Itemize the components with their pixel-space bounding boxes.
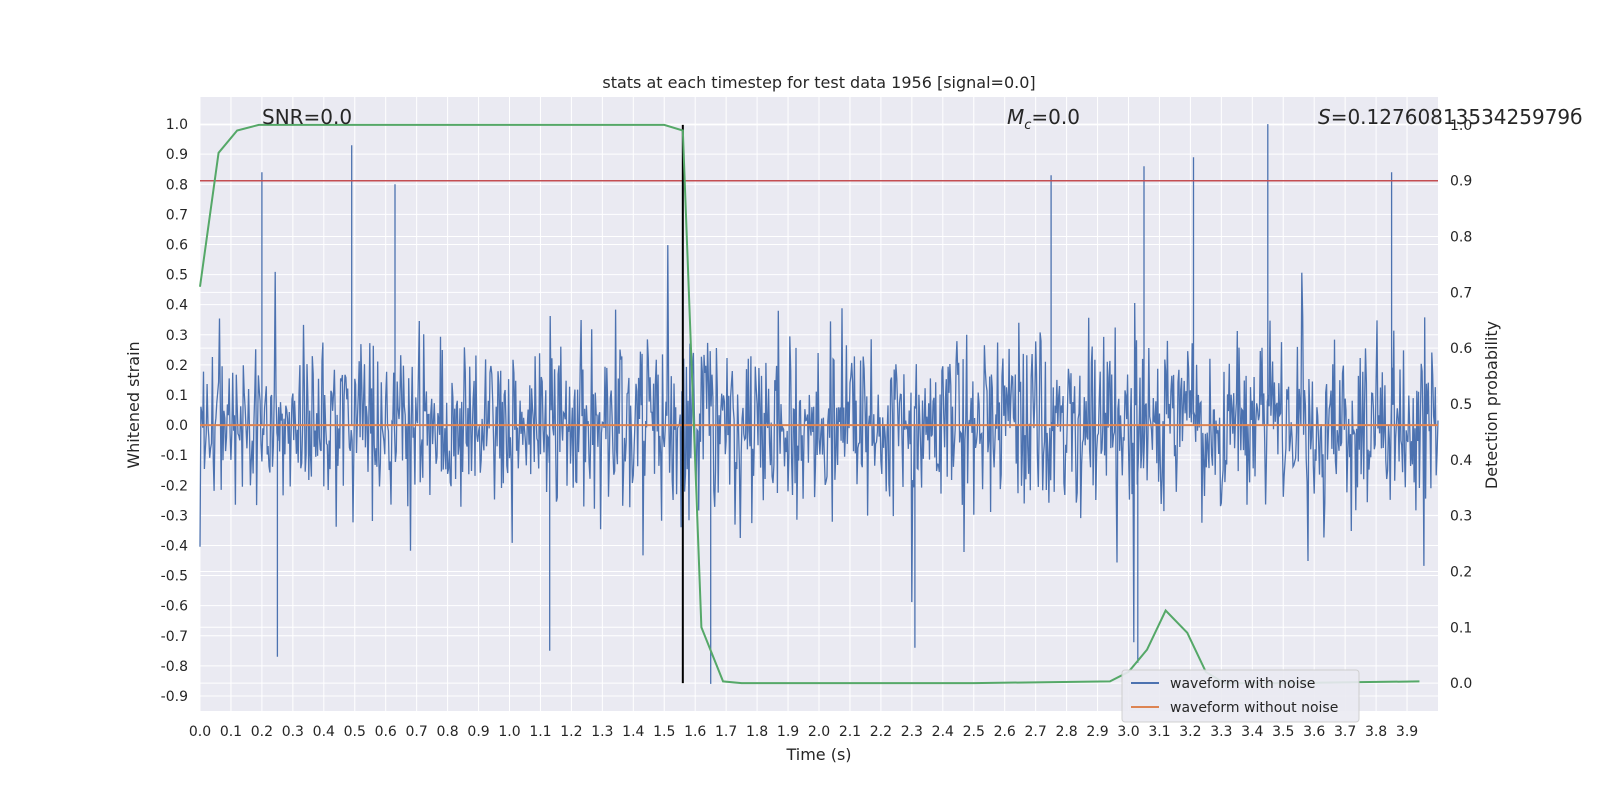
y-tick-label: 0.6 (166, 237, 188, 253)
y-tick-label: 0.3 (166, 328, 188, 344)
y2-tick-label: 0.9 (1450, 174, 1472, 190)
y-tick-label: 0.8 (166, 177, 188, 193)
snr-annotation: SNR=0.0 (262, 105, 352, 129)
x-tick-label: 0.1 (220, 724, 242, 740)
legend: waveform with noise waveform without noi… (1121, 669, 1360, 723)
y2-tick-label: 0.1 (1450, 620, 1472, 636)
y-axis-label: Whitened strain (124, 341, 143, 468)
x-tick-label: 3.3 (1210, 724, 1232, 740)
x-tick-label: 2.5 (963, 724, 985, 740)
y2-tick-label: 1.0 (1450, 118, 1472, 134)
y2-ticks: 1.0 0.9 0.8 0.7 0.6 0.5 0.4 0.3 0.2 0.1 0.0 (1450, 118, 1472, 692)
x-tick-label: 2.4 (932, 724, 954, 740)
x-tick-label: 3.8 (1365, 724, 1387, 740)
s-annotation: S=0.1276081353425979б (1318, 105, 1582, 129)
mc-subscript: c (1024, 118, 1031, 133)
x-tick-label: 0.2 (251, 724, 273, 740)
x-tick-label: 1.5 (653, 724, 675, 740)
s-symbol: S (1318, 105, 1331, 129)
y-tick-label: 0.4 (166, 298, 188, 314)
y-tick-label: -0.6 (161, 599, 188, 615)
y2-tick-label: 0.3 (1450, 509, 1472, 525)
x-tick-label: 1.7 (715, 724, 737, 740)
y-tick-label: 0.1 (166, 388, 188, 404)
y2-tick-label: 0.6 (1450, 341, 1472, 357)
x-tick-label: 1.1 (529, 724, 551, 740)
x-tick-label: 3.0 (1117, 724, 1139, 740)
mc-annotation: Mc=0.0 (1007, 105, 1080, 133)
x-tick-label: 1.6 (684, 724, 706, 740)
x-ticks: 0.0 0.1 0.2 0.3 0.4 0.5 0.6 0.7 0.8 0.9 1.0 1.1 1.2 1… (189, 724, 1418, 740)
x-tick-label: 1.4 (622, 724, 644, 740)
y-tick-label: 1.0 (166, 117, 188, 133)
x-tick-label: 0.3 (282, 724, 304, 740)
y-tick-label: -0.5 (161, 569, 188, 585)
mc-value: =0.0 (1031, 105, 1080, 129)
x-tick-label: 1.8 (746, 724, 768, 740)
mc-symbol: M (1007, 105, 1024, 129)
y2-tick-label: 0.8 (1450, 230, 1472, 246)
x-tick-label: 2.6 (994, 724, 1016, 740)
y2-axis-label: Detection probability (1482, 321, 1501, 489)
x-tick-label: 0.6 (375, 724, 397, 740)
detection-probability-line (199, 123, 1420, 685)
y-tick-label: 0.0 (166, 418, 188, 434)
x-tick-label: 2.9 (1086, 724, 1108, 740)
y2-tick-label: 0.7 (1450, 285, 1472, 301)
x-tick-label: 3.1 (1148, 724, 1170, 740)
x-tick-label: 1.9 (777, 724, 799, 740)
legend-box (1121, 669, 1360, 723)
legend-entry-waveform-with-noise: waveform with noise (1170, 676, 1315, 692)
x-axis-label: Time (s) (785, 745, 851, 764)
y-tick-label: -0.1 (161, 448, 188, 464)
x-tick-label: 0.8 (436, 724, 458, 740)
x-tick-label: 3.4 (1241, 724, 1263, 740)
series-lines (199, 123, 1438, 685)
y-tick-label: -0.8 (161, 659, 188, 675)
y2-tick-label: 0.0 (1450, 676, 1472, 692)
x-tick-label: 0.0 (189, 724, 211, 740)
x-tick-label: 2.1 (839, 724, 861, 740)
x-tick-label: 3.7 (1334, 724, 1356, 740)
x-tick-label: 0.5 (344, 724, 366, 740)
y2-tick-label: 0.2 (1450, 564, 1472, 580)
y-tick-label: -0.3 (161, 508, 188, 524)
y-tick-label: 0.5 (166, 268, 188, 284)
x-tick-label: 3.6 (1303, 724, 1325, 740)
x-tick-label: 0.4 (313, 724, 335, 740)
series-waveform-with-noise (199, 124, 1439, 684)
y-tick-label: -0.7 (161, 629, 188, 645)
y-tick-label: -0.2 (161, 478, 188, 494)
y2-tick-label: 0.4 (1450, 453, 1472, 469)
x-tick-label: 3.9 (1396, 724, 1418, 740)
y-ticks: 1.0 0.9 0.8 0.7 0.6 0.5 0.4 0.3 0.2 0.1 0.0 -0.1 -0.… (161, 117, 188, 705)
x-tick-label: 1.3 (591, 724, 613, 740)
x-tick-label: 2.3 (901, 724, 923, 740)
x-tick-label: 2.8 (1055, 724, 1077, 740)
chart-title: stats at each timestep for test data 195… (602, 73, 1035, 92)
x-tick-label: 0.7 (406, 724, 428, 740)
x-tick-label: 2.7 (1025, 724, 1047, 740)
x-tick-label: 0.9 (467, 724, 489, 740)
y-tick-label: 0.7 (166, 207, 188, 223)
x-tick-label: 3.2 (1179, 724, 1201, 740)
y2-tick-label: 0.5 (1450, 397, 1472, 413)
x-tick-label: 2.2 (870, 724, 892, 740)
x-tick-label: 2.0 (808, 724, 830, 740)
legend-entry-waveform-without-noise: waveform without noise (1170, 700, 1338, 716)
s-value: =0.1276081353425979б (1331, 105, 1583, 129)
y-tick-label: 0.2 (166, 358, 188, 374)
x-tick-label: 1.0 (498, 724, 520, 740)
x-tick-label: 3.5 (1272, 724, 1294, 740)
y-tick-label: -0.9 (161, 689, 188, 705)
x-tick-label: 1.2 (560, 724, 582, 740)
y-tick-label: 0.9 (166, 147, 188, 163)
noise-trace (199, 124, 1439, 684)
y-tick-label: -0.4 (161, 538, 188, 554)
